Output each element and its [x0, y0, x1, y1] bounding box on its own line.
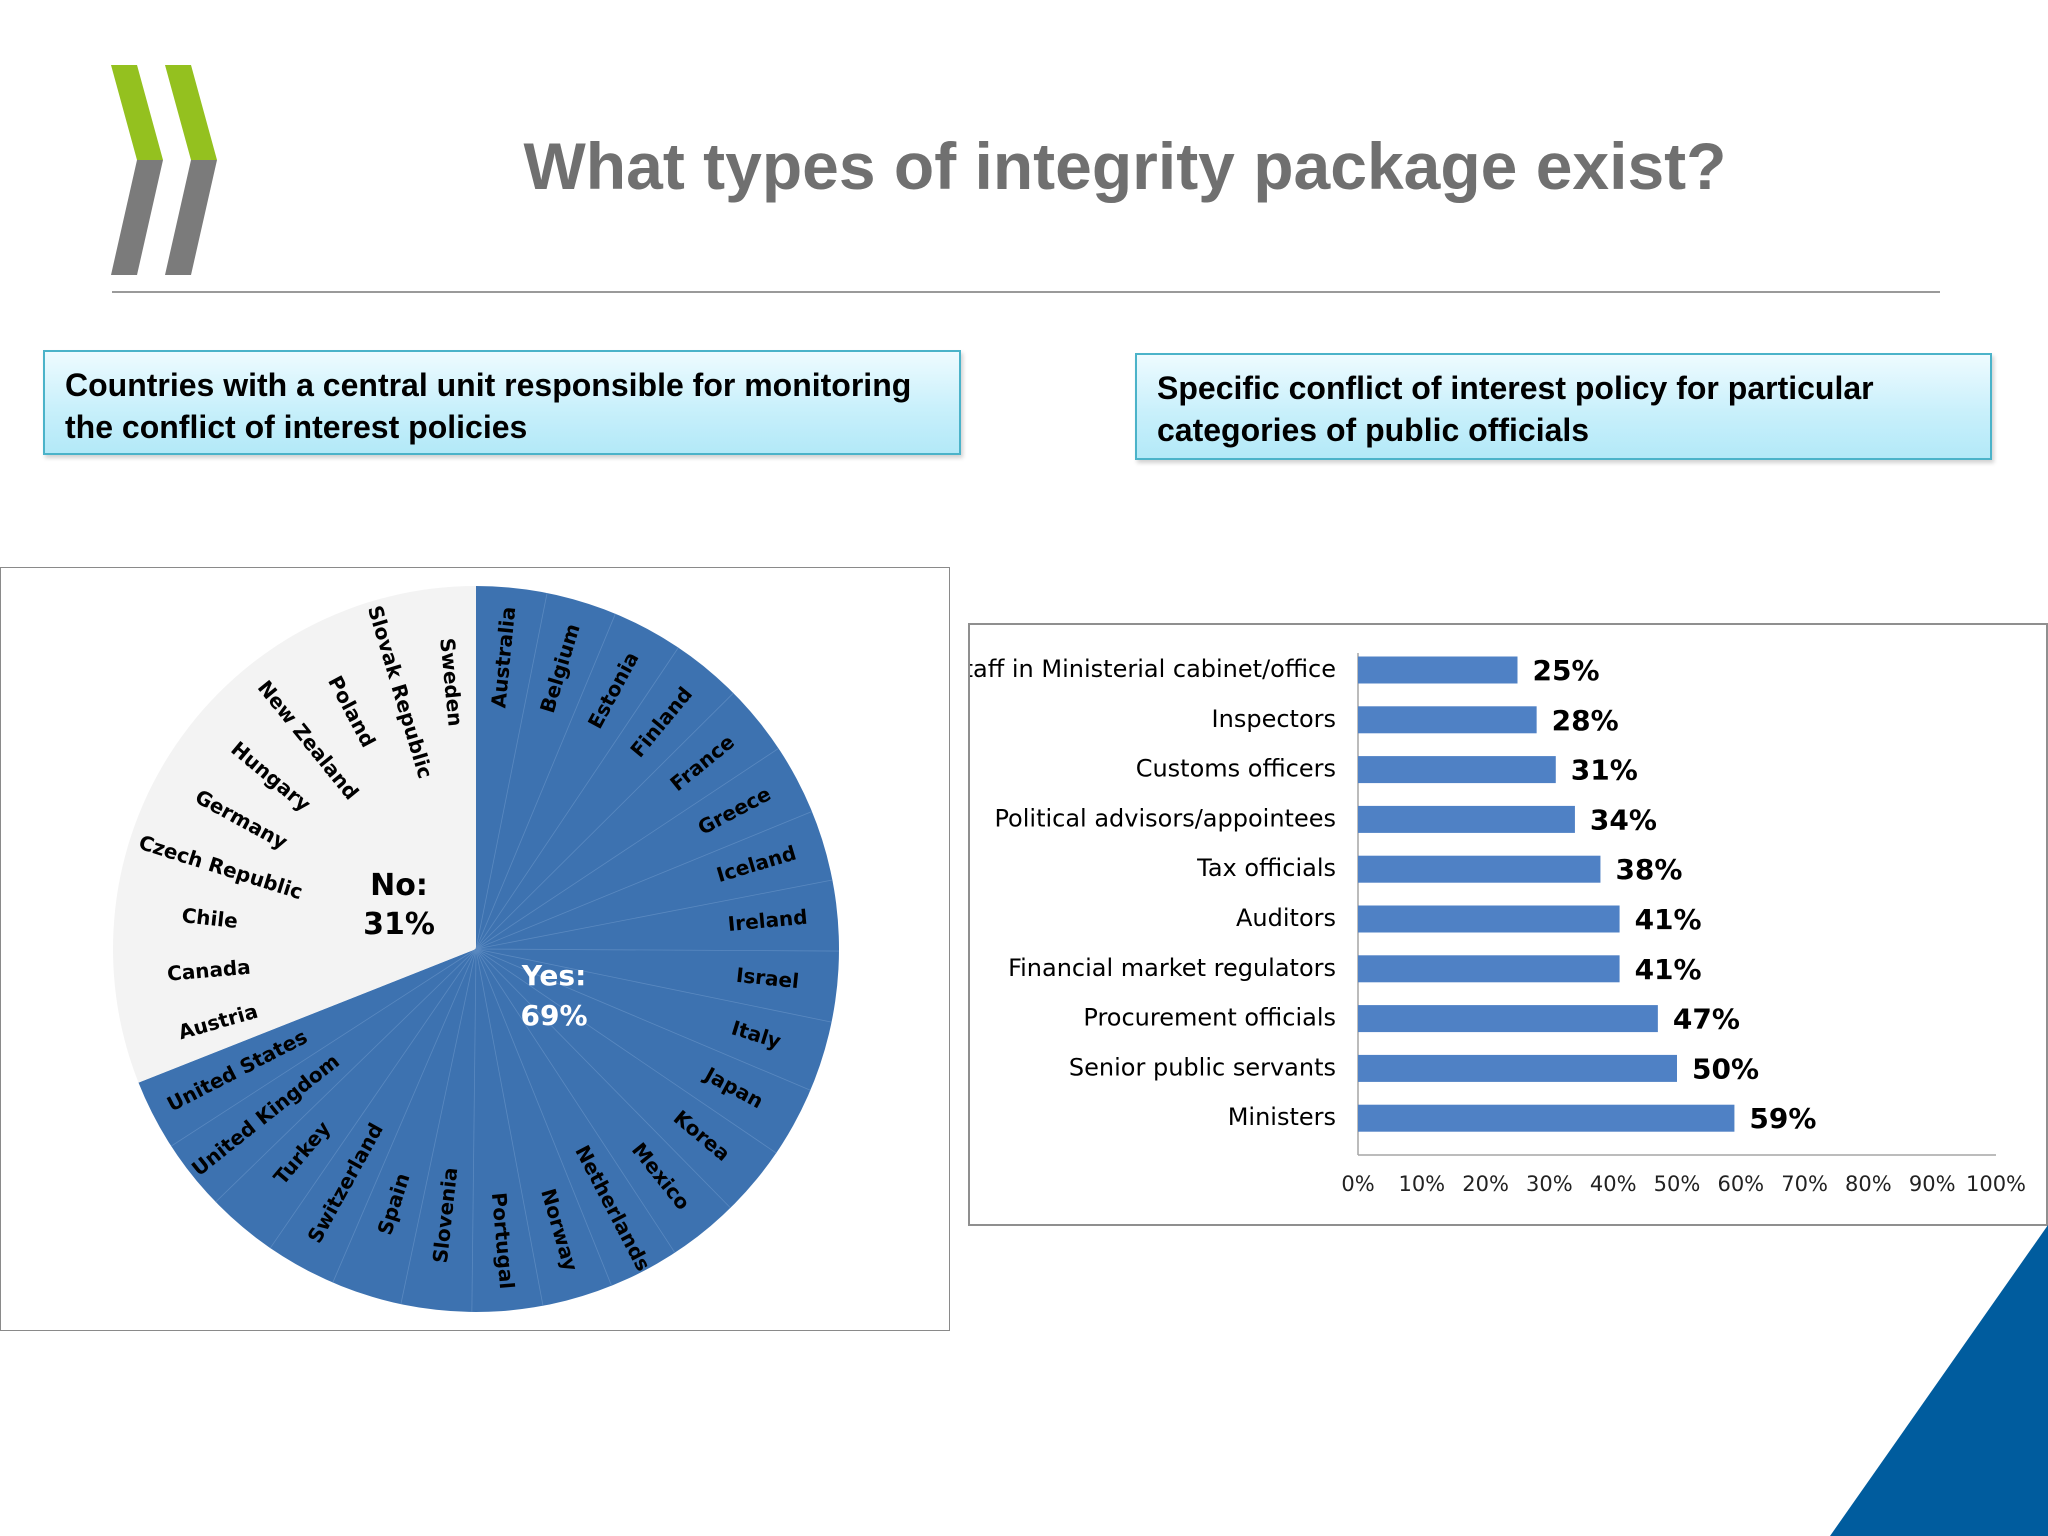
- bar-customs-officers: [1358, 756, 1556, 784]
- bar-x-tick-label: 60%: [1717, 1172, 1764, 1196]
- pie-wedge-divider: [475, 692, 734, 950]
- bar-inspectors: [1358, 706, 1537, 734]
- bar-value-label: 34%: [1590, 803, 1657, 836]
- pie-wedge-divider: [475, 948, 777, 1154]
- callout-specific-policy: Specific conflict of interest policy for…: [1135, 353, 1992, 460]
- pie-wedge-divider: [475, 948, 839, 952]
- pie-wedge-divider: [400, 948, 477, 1305]
- pie-wedge-divider: [475, 948, 676, 1253]
- pie-wedge-divider: [475, 647, 679, 950]
- pie-wedge-divider: [475, 948, 811, 1091]
- pie-wedge-divider: [170, 948, 477, 1147]
- bar-value-label: 47%: [1673, 1003, 1740, 1036]
- bar-category-label: Customs officers: [1136, 755, 1336, 783]
- bar-ministers: [1358, 1104, 1735, 1132]
- bar-x-tick-label: 20%: [1462, 1172, 1509, 1196]
- bar-x-tick-label: 50%: [1654, 1172, 1701, 1196]
- pie-yes-label: Yes:: [521, 959, 587, 992]
- bar-value-label: 50%: [1692, 1052, 1759, 1085]
- pie-no-percent: 31%: [363, 907, 435, 942]
- pie-wedge-divider: [475, 592, 548, 950]
- bar-value-label: 41%: [1635, 953, 1702, 986]
- oecd-logo-icon: [111, 65, 217, 275]
- pie-chart: Australia BelgiumEstoniaFinlandFranceGree…: [112, 586, 839, 1312]
- bar-value-label: 31%: [1571, 754, 1638, 787]
- bar-x-tick-label: 100%: [1966, 1172, 2026, 1196]
- pie-no-label: No:: [370, 868, 428, 903]
- bar-value-label: 25%: [1533, 654, 1600, 687]
- bar-tax-officials: [1358, 855, 1601, 883]
- bar-auditors: [1358, 905, 1620, 933]
- corner-decoration: [1830, 1225, 2048, 1536]
- bar-category-label: Tax officials: [1196, 854, 1336, 882]
- pie-wedge-divider: [475, 948, 612, 1286]
- page-title: What types of integrity package exist?: [523, 129, 1727, 203]
- bar-category-label: Staff in Ministerial cabinet/office: [970, 655, 1336, 683]
- pie-wedge-divider: [475, 748, 779, 950]
- title-divider: [112, 291, 1940, 293]
- bar-value-label: 38%: [1615, 853, 1682, 886]
- pie-wedge-divider: [471, 948, 477, 1312]
- bar-category-label: Inspectors: [1212, 705, 1336, 733]
- pie-wedge-divider: [269, 948, 477, 1249]
- pie-wedge-divider: [475, 879, 833, 950]
- bar-chart-panel: Staff in Ministerial cabinet/office 25% In…: [948, 623, 2048, 1226]
- bar-senior-public-servants: [1358, 1054, 1677, 1082]
- bar-x-tick-label: 70%: [1781, 1172, 1828, 1196]
- pie-wedge-divider: [475, 948, 731, 1209]
- pie-wedge-divider: [475, 948, 832, 1023]
- pie-slice-no: [112, 586, 476, 1083]
- bar-x-tick-label: 40%: [1590, 1172, 1637, 1196]
- bar-category-label: Ministers: [1228, 1103, 1336, 1131]
- bar-x-tick-label: 30%: [1526, 1172, 1573, 1196]
- callout-central-unit: Countries with a central unit responsibl…: [43, 350, 961, 455]
- pie-wedge-divider: [475, 948, 544, 1306]
- pie-chart-panel: Australia Belgium Estonia Finland France Gree…: [0, 567, 950, 1331]
- bar-value-label: 28%: [1552, 704, 1619, 737]
- bar-x-tick-label: 90%: [1909, 1172, 1956, 1196]
- bar-staff-in-ministerial-cabinet-office: [1358, 656, 1518, 684]
- bar-x-tick-label: 10%: [1398, 1172, 1445, 1196]
- bar-procurement-officials: [1358, 1005, 1658, 1033]
- bar-value-label: 59%: [1749, 1102, 1816, 1135]
- bar-chart: Staff in Ministerial cabinet/office 25% In…: [948, 653, 2026, 1196]
- bar-category-label: Financial market regulators: [1008, 954, 1336, 982]
- bar-category-label: Auditors: [1236, 904, 1336, 932]
- pie-wedge-divider: [332, 948, 477, 1283]
- bar-political-advisors-appointees: [1358, 805, 1575, 833]
- bar-financial-market-regulators: [1358, 955, 1620, 983]
- pie-wedge-divider: [215, 948, 477, 1203]
- bar-x-tick-label: 80%: [1845, 1172, 1892, 1196]
- pie-wedge-divider: [475, 613, 616, 950]
- pie-wedge-divider: [475, 811, 813, 950]
- bar-x-tick-label: 0%: [1341, 1172, 1374, 1196]
- bar-value-label: 41%: [1635, 903, 1702, 936]
- bar-category-label: Political advisors/appointees: [994, 804, 1336, 832]
- bar-category-label: Senior public servants: [1069, 1053, 1336, 1081]
- bar-category-label: Procurement officials: [1083, 1004, 1336, 1032]
- pie-yes-percent: 69%: [520, 999, 587, 1032]
